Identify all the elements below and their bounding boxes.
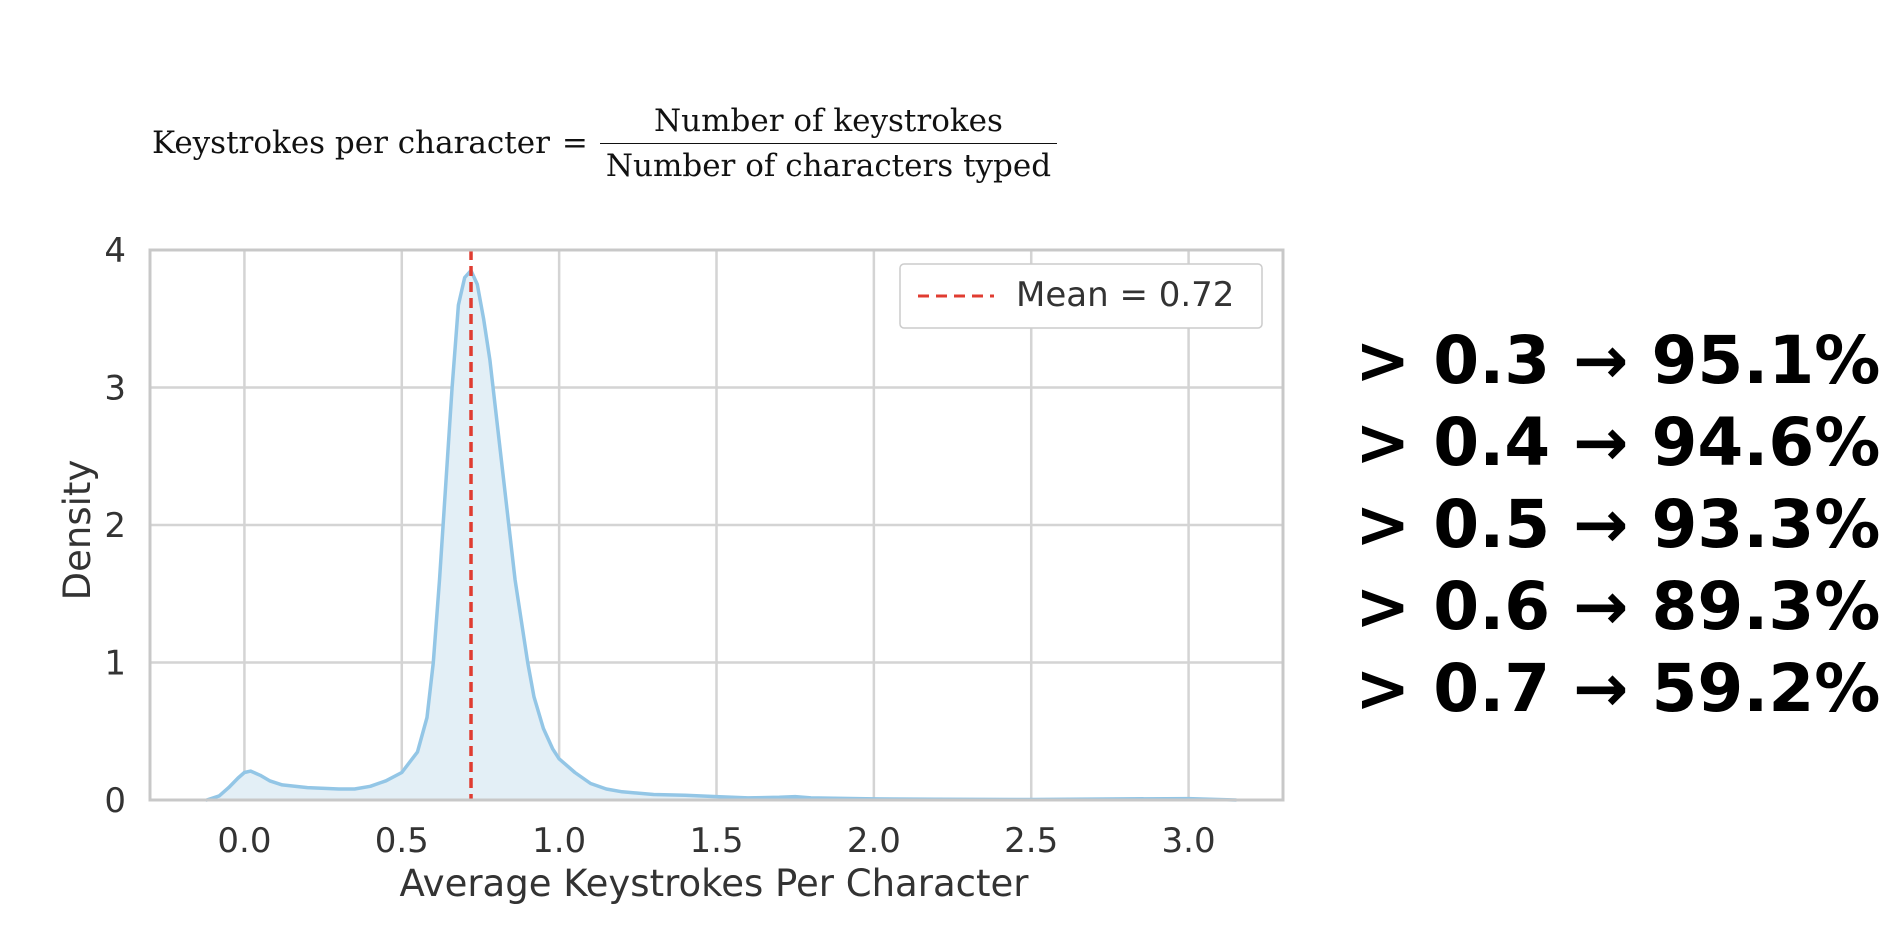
x-tick-label: 1.5 xyxy=(689,821,743,861)
formula-denominator: Number of characters typed xyxy=(599,142,1058,184)
x-tick-label: 1.0 xyxy=(532,821,586,861)
y-tick-label: 2 xyxy=(104,506,126,546)
threshold-stats: > 0.3 → 95.1% > 0.4 → 94.6% > 0.5 → 93.3… xyxy=(1355,320,1880,730)
x-axis-label: Average Keystrokes Per Character xyxy=(400,862,1030,905)
kde-fill-area xyxy=(206,270,1236,801)
kde-area-layer xyxy=(204,268,1238,802)
formula-numerator: Number of keystrokes xyxy=(654,102,1003,139)
formula-lhs: Keystrokes per character xyxy=(152,125,550,161)
x-tick-label: 2.5 xyxy=(1004,821,1058,861)
x-tick-label: 0.0 xyxy=(217,821,271,861)
y-tick-label: 4 xyxy=(104,231,126,271)
y-tick-label: 1 xyxy=(104,644,126,684)
plot-frame xyxy=(148,248,1285,802)
stat-line-0-7: > 0.7 → 59.2% xyxy=(1355,650,1881,727)
x-tick-label: 2.0 xyxy=(847,821,901,861)
formula-fraction: Number of keystrokes Number of character… xyxy=(599,102,1058,184)
y-tick-label: 3 xyxy=(104,369,126,409)
x-tick-label: 0.5 xyxy=(375,821,429,861)
y-axis-label: Density xyxy=(56,460,99,601)
kde-density-line xyxy=(204,268,1238,802)
axis-layer: 0.0 0.5 1.0 1.5 2.0 2.5 3.0 0 1 2 3 4 xyxy=(104,231,1285,861)
stat-line-0-5: > 0.5 → 93.3% xyxy=(1355,486,1881,563)
keystrokes-formula: Keystrokes per character = Number of key… xyxy=(152,100,1058,186)
stat-line-0-4: > 0.4 → 94.6% xyxy=(1355,404,1881,481)
stat-line-0-6: > 0.6 → 89.3% xyxy=(1355,568,1881,645)
grid-lines xyxy=(150,248,1283,802)
y-tick-label: 0 xyxy=(104,781,126,821)
legend: Mean = 0.72 xyxy=(899,263,1263,329)
legend-box xyxy=(899,263,1263,329)
x-tick-label: 3.0 xyxy=(1162,821,1216,861)
stat-line-0-3: > 0.3 → 95.1% xyxy=(1355,322,1881,399)
legend-mean-label: Mean = 0.72 xyxy=(1016,275,1234,315)
formula-equals: = xyxy=(561,125,588,161)
